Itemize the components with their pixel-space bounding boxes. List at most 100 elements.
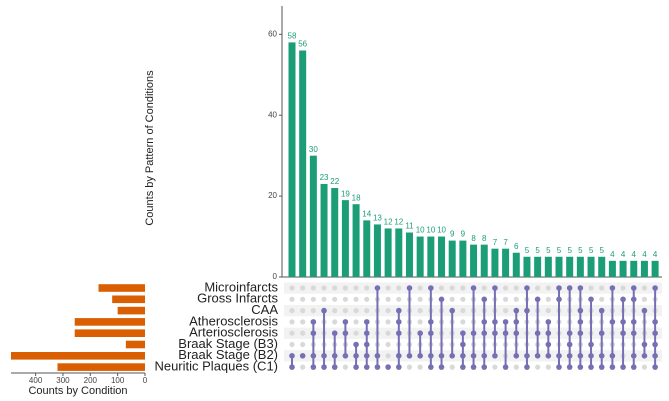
empty-dot xyxy=(385,330,391,336)
set-name: Braak Stage (B2) xyxy=(178,347,278,362)
empty-dot xyxy=(353,319,359,325)
member-dot xyxy=(428,330,434,337)
empty-dot xyxy=(289,308,295,314)
member-dot xyxy=(534,296,541,303)
empty-dot xyxy=(321,296,327,302)
member-dot xyxy=(609,364,616,370)
member-dot xyxy=(524,364,530,370)
value-label: 14 xyxy=(362,209,371,218)
value-label: 4 xyxy=(653,250,658,259)
member-dot xyxy=(310,330,317,337)
member-dot xyxy=(513,330,520,337)
member-dot xyxy=(470,285,477,291)
empty-dot xyxy=(449,296,455,302)
member-dot xyxy=(513,353,520,359)
member-dot xyxy=(396,364,402,370)
member-dot xyxy=(342,353,349,359)
empty-dot xyxy=(417,285,423,291)
member-dot xyxy=(492,319,498,325)
member-dot xyxy=(331,364,338,370)
member-dot xyxy=(428,319,434,325)
empty-dot xyxy=(332,308,338,314)
member-dot xyxy=(460,353,466,359)
member-dot xyxy=(321,307,327,314)
bar xyxy=(384,228,392,277)
empty-dot xyxy=(364,285,370,291)
member-dot xyxy=(321,353,327,359)
member-dot xyxy=(353,341,359,348)
value-label: 5 xyxy=(599,246,604,255)
member-dot xyxy=(577,307,584,314)
empty-dot xyxy=(513,296,519,302)
member-dot xyxy=(417,330,423,337)
value-label: 5 xyxy=(557,246,562,255)
empty-dot xyxy=(641,296,648,302)
member-dot xyxy=(630,364,637,370)
empty-dot xyxy=(417,308,423,314)
value-label: 10 xyxy=(426,226,435,235)
member-dot xyxy=(588,353,594,359)
bar xyxy=(352,204,360,277)
set-bar xyxy=(125,340,145,349)
bar xyxy=(555,256,563,277)
member-dot xyxy=(630,285,637,291)
member-dot xyxy=(652,319,658,325)
empty-dot xyxy=(310,308,316,314)
member-dot xyxy=(588,364,594,370)
member-dot xyxy=(577,319,584,325)
member-dot xyxy=(598,307,605,314)
empty-dot xyxy=(535,285,541,291)
set-tick-label: 100 xyxy=(111,376,125,385)
member-dot xyxy=(620,296,626,303)
bar xyxy=(512,252,520,277)
y-tick-label: 20 xyxy=(268,191,277,200)
empty-dot xyxy=(310,296,316,302)
set-bar xyxy=(74,329,145,337)
empty-dot xyxy=(385,308,391,314)
member-dot xyxy=(566,353,573,359)
member-dot xyxy=(470,364,477,370)
empty-dot xyxy=(620,285,626,291)
bar xyxy=(502,248,510,277)
member-dot xyxy=(534,330,541,337)
member-dot xyxy=(353,364,359,370)
member-dot xyxy=(630,353,637,359)
empty-dot xyxy=(300,341,306,348)
bar xyxy=(598,256,606,277)
value-label: 7 xyxy=(503,238,508,247)
set-tick-label: 0 xyxy=(143,376,148,385)
empty-dot xyxy=(385,319,391,325)
member-dot xyxy=(630,296,637,303)
empty-dot xyxy=(289,319,295,325)
value-label: 5 xyxy=(546,246,551,255)
member-dot xyxy=(492,330,498,337)
empty-dot xyxy=(588,285,594,291)
value-label: 4 xyxy=(642,250,647,259)
empty-dot xyxy=(449,364,455,370)
empty-dot xyxy=(417,296,423,302)
member-dot xyxy=(299,353,306,359)
set-name: Arteriosclerosis xyxy=(189,325,278,340)
bar xyxy=(608,260,616,277)
value-label: 12 xyxy=(384,218,393,227)
empty-dot xyxy=(503,308,509,314)
set-tick-label: 400 xyxy=(29,376,43,385)
member-dot xyxy=(481,364,488,370)
bar xyxy=(587,256,595,277)
empty-dot xyxy=(385,341,391,348)
member-dot xyxy=(428,364,434,370)
member-dot xyxy=(566,285,573,291)
member-dot xyxy=(652,353,658,359)
set-bar xyxy=(57,363,146,371)
member-dot xyxy=(630,330,637,337)
member-dot xyxy=(342,319,349,325)
member-dot xyxy=(460,364,466,370)
empty-dot xyxy=(406,364,413,370)
value-label: 6 xyxy=(514,242,519,251)
member-dot xyxy=(363,364,370,370)
member-dot xyxy=(363,341,370,348)
empty-dot xyxy=(460,285,466,291)
empty-dot xyxy=(353,330,359,336)
y-tick-label: 0 xyxy=(273,272,278,281)
